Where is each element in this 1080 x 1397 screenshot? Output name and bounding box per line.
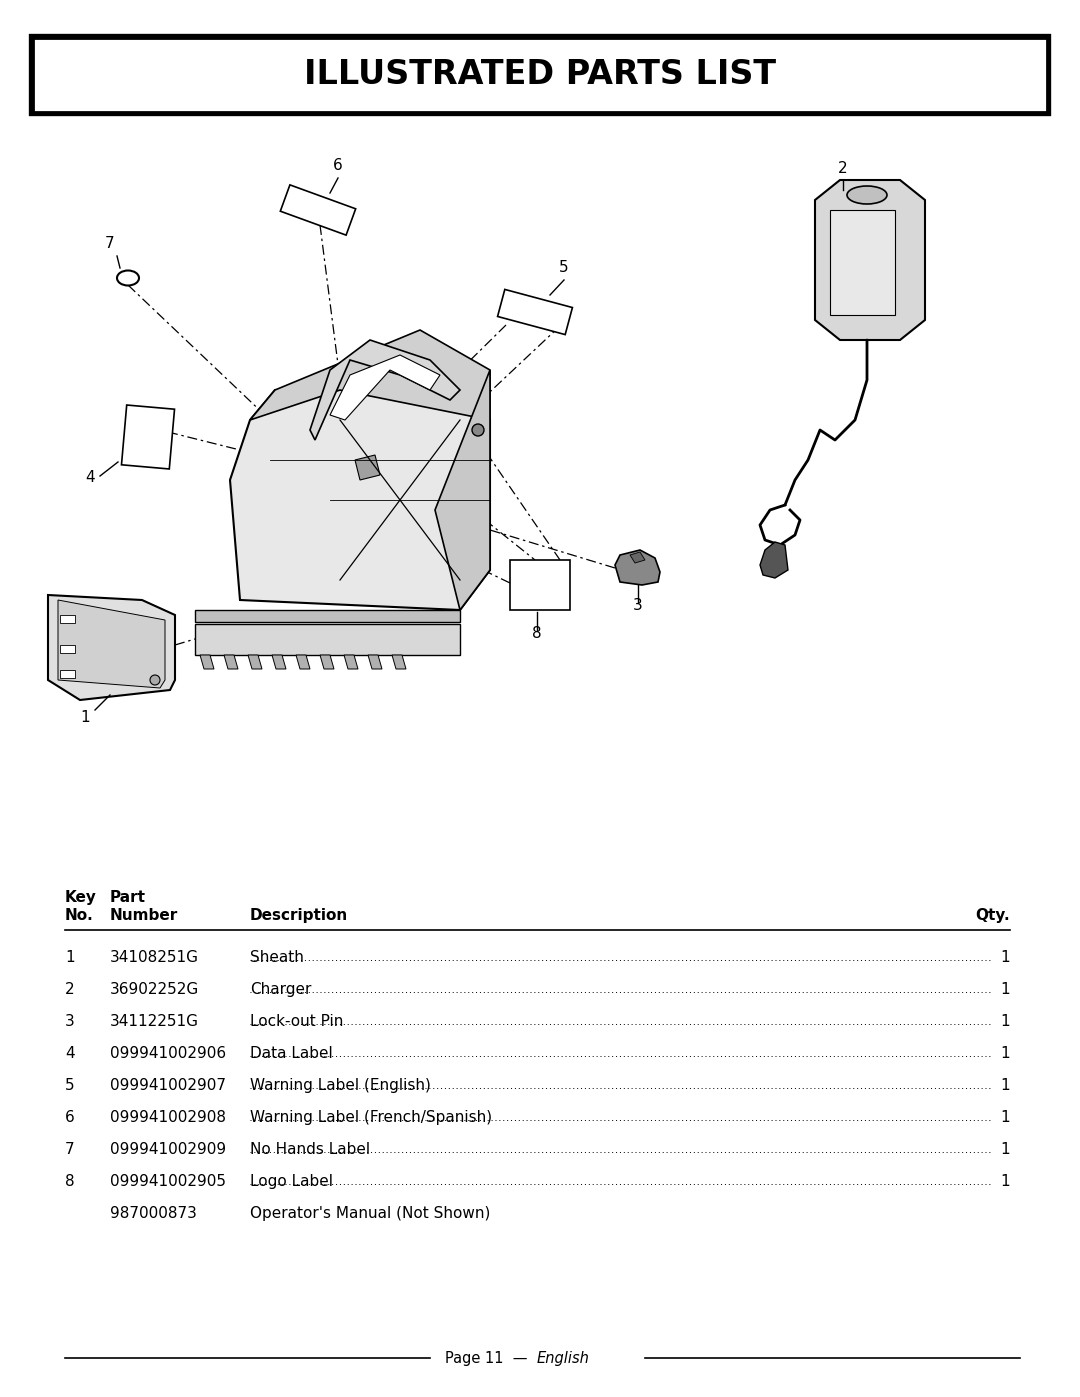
Text: Number: Number [110,908,178,923]
Text: 3: 3 [65,1014,75,1030]
Polygon shape [195,610,460,622]
Text: 6: 6 [333,158,342,173]
Text: 5: 5 [559,260,569,275]
Polygon shape [248,655,262,669]
Text: 987000873: 987000873 [110,1206,197,1221]
Polygon shape [355,455,380,481]
Text: 1: 1 [65,950,75,965]
Text: 1: 1 [1000,1173,1010,1189]
Polygon shape [195,624,460,655]
Text: 1: 1 [1000,1046,1010,1060]
Text: Description: Description [249,908,348,923]
Text: 099941002909: 099941002909 [110,1141,226,1157]
Text: 7: 7 [65,1141,75,1157]
Text: 34112251G: 34112251G [110,1014,199,1030]
Ellipse shape [117,271,139,285]
Polygon shape [510,560,570,610]
Text: 3: 3 [633,598,643,613]
Polygon shape [60,671,75,678]
Text: 099941002906: 099941002906 [110,1046,226,1060]
Circle shape [150,675,160,685]
Text: 099941002905: 099941002905 [110,1173,226,1189]
Polygon shape [831,210,895,314]
Polygon shape [435,370,490,610]
Text: 5: 5 [65,1078,75,1092]
Polygon shape [60,615,75,623]
Text: 099941002907: 099941002907 [110,1078,226,1092]
Text: 2: 2 [838,161,848,176]
Polygon shape [230,390,490,610]
Text: 2: 2 [65,982,75,997]
Text: Key: Key [65,890,97,905]
Text: Page 11  —: Page 11 — [445,1351,537,1365]
Text: No Hands Label: No Hands Label [249,1141,370,1157]
Polygon shape [200,655,214,669]
Text: 1: 1 [1000,1141,1010,1157]
Text: Data Label: Data Label [249,1046,333,1060]
Ellipse shape [847,186,887,204]
Text: English: English [537,1351,590,1365]
Text: 8: 8 [532,626,542,641]
Polygon shape [630,552,645,563]
Polygon shape [498,289,572,335]
Text: 4: 4 [65,1046,75,1060]
Text: Charger: Charger [249,982,311,997]
Polygon shape [345,655,357,669]
Polygon shape [815,180,924,339]
Polygon shape [368,655,382,669]
Polygon shape [224,655,238,669]
Text: 8: 8 [65,1173,75,1189]
Bar [33,38,1047,112]
Circle shape [472,425,484,436]
Text: Sheath: Sheath [249,950,303,965]
Text: Warning Label (French/Spanish): Warning Label (French/Spanish) [249,1111,492,1125]
Polygon shape [60,645,75,652]
Text: 1: 1 [1000,950,1010,965]
Text: 1: 1 [80,711,90,725]
Text: 34108251G: 34108251G [110,950,199,965]
Text: Operator's Manual (Not Shown): Operator's Manual (Not Shown) [249,1206,490,1221]
Bar [33,38,1047,112]
Polygon shape [121,405,175,469]
Text: ILLUSTRATED PARTS LIST: ILLUSTRATED PARTS LIST [303,59,777,91]
Polygon shape [760,542,788,578]
Text: Lock-out Pin: Lock-out Pin [249,1014,343,1030]
Polygon shape [615,550,660,585]
Polygon shape [249,330,490,420]
Text: Qty.: Qty. [975,908,1010,923]
Text: Part: Part [110,890,146,905]
Text: 7: 7 [105,236,114,251]
Polygon shape [330,355,440,420]
Polygon shape [320,655,334,669]
Polygon shape [310,339,460,440]
Text: Logo Label: Logo Label [249,1173,333,1189]
Text: 6: 6 [65,1111,75,1125]
Text: 4: 4 [85,469,95,485]
Text: 36902252G: 36902252G [110,982,199,997]
Text: 099941002908: 099941002908 [110,1111,226,1125]
Polygon shape [296,655,310,669]
Polygon shape [392,655,406,669]
Polygon shape [272,655,286,669]
Text: No.: No. [65,908,94,923]
Polygon shape [48,595,175,700]
Text: 1: 1 [1000,1078,1010,1092]
Polygon shape [281,184,355,235]
Text: 1: 1 [1000,982,1010,997]
Text: 1: 1 [1000,1111,1010,1125]
Text: 1: 1 [1000,1014,1010,1030]
Text: Warning Label (English): Warning Label (English) [249,1078,431,1092]
Polygon shape [58,599,165,687]
